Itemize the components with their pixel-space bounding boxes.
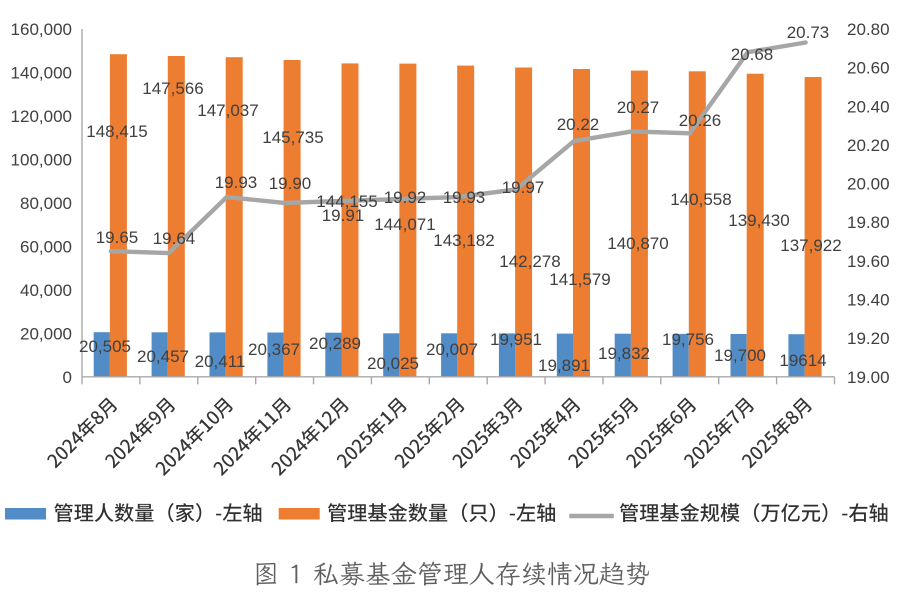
svg-text:144,155: 144,155: [316, 192, 377, 211]
svg-text:19,756: 19,756: [662, 330, 714, 349]
svg-text:19.91: 19.91: [322, 206, 365, 225]
svg-text:20,289: 20,289: [309, 334, 361, 353]
svg-text:20,505: 20,505: [79, 337, 131, 356]
svg-text:20.73: 20.73: [787, 23, 830, 42]
svg-text:19,700: 19,700: [714, 346, 766, 365]
svg-text:19,891: 19,891: [538, 356, 590, 375]
svg-text:20,367: 20,367: [248, 340, 300, 359]
svg-text:20,007: 20,007: [426, 340, 478, 359]
svg-text:19.20: 19.20: [847, 329, 890, 348]
svg-text:20.27: 20.27: [617, 98, 660, 117]
svg-text:100,000: 100,000: [11, 150, 72, 169]
svg-text:160,000: 160,000: [11, 20, 72, 39]
svg-text:139,430: 139,430: [728, 211, 789, 230]
svg-text:20,411: 20,411: [195, 352, 246, 371]
svg-text:19614: 19614: [779, 351, 826, 370]
svg-text:19.92: 19.92: [384, 188, 427, 207]
svg-text:20.22: 20.22: [557, 115, 600, 134]
svg-text:141,579: 141,579: [549, 270, 610, 289]
svg-text:19.80: 19.80: [847, 213, 890, 232]
svg-text:137,922: 137,922: [780, 236, 841, 255]
svg-text:19.93: 19.93: [215, 173, 258, 192]
svg-text:120,000: 120,000: [11, 107, 72, 126]
svg-text:140,558: 140,558: [670, 190, 731, 209]
svg-text:20.60: 20.60: [847, 59, 890, 78]
svg-text:20,025: 20,025: [367, 354, 419, 373]
svg-text:19.60: 19.60: [847, 252, 890, 271]
svg-text:20.00: 20.00: [847, 175, 890, 194]
svg-text:20.68: 20.68: [731, 45, 774, 64]
svg-text:19.40: 19.40: [847, 291, 890, 310]
svg-text:19.90: 19.90: [269, 174, 312, 193]
svg-text:143,182: 143,182: [433, 231, 494, 250]
svg-text:19,951: 19,951: [490, 330, 542, 349]
svg-text:144,071: 144,071: [374, 215, 435, 234]
svg-text:20,457: 20,457: [137, 347, 189, 366]
svg-text:147,566: 147,566: [142, 79, 203, 98]
svg-text:148,415: 148,415: [86, 122, 147, 141]
svg-text:140,000: 140,000: [11, 64, 72, 83]
svg-text:19,832: 19,832: [598, 344, 650, 363]
svg-text:80,000: 80,000: [20, 194, 72, 213]
svg-text:20.26: 20.26: [679, 111, 722, 130]
svg-text:145,735: 145,735: [262, 128, 323, 147]
svg-text:20.80: 20.80: [847, 20, 890, 39]
svg-text:19.65: 19.65: [96, 228, 139, 247]
svg-text:19.00: 19.00: [847, 368, 890, 387]
svg-text:60,000: 60,000: [20, 237, 72, 256]
svg-text:19.97: 19.97: [502, 178, 545, 197]
svg-text:140,870: 140,870: [607, 234, 668, 253]
svg-text:147,037: 147,037: [197, 101, 258, 120]
svg-text:20.20: 20.20: [847, 136, 890, 155]
svg-text:20,000: 20,000: [20, 324, 72, 343]
svg-text:20.40: 20.40: [847, 97, 890, 116]
svg-text:19.93: 19.93: [443, 188, 486, 207]
svg-text:19.64: 19.64: [153, 229, 196, 248]
svg-text:40,000: 40,000: [20, 281, 72, 300]
svg-text:142,278: 142,278: [499, 252, 560, 271]
svg-text:0: 0: [63, 368, 72, 387]
